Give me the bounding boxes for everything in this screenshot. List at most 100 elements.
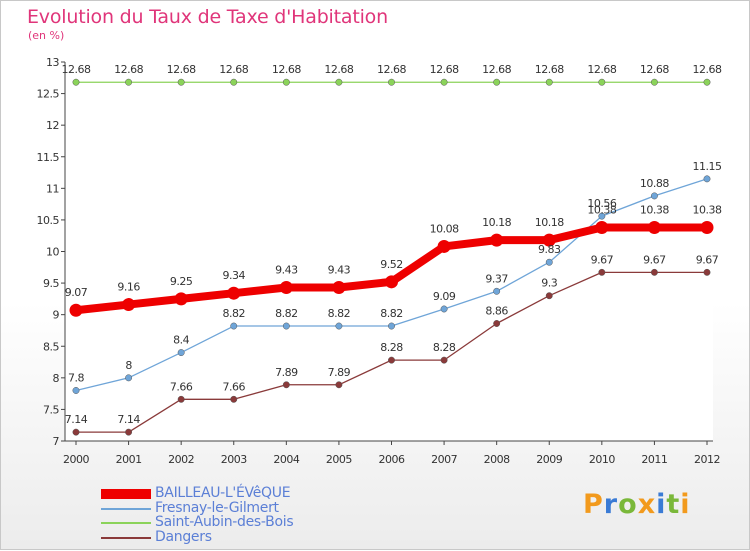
data-point: [388, 78, 395, 86]
y-tick-label: 8: [53, 372, 60, 385]
data-label: 7.8: [68, 371, 84, 384]
x-tick-label: 2004: [273, 453, 299, 466]
data-label: 9.16: [117, 281, 140, 294]
data-point: [335, 322, 343, 330]
data-label: 9.37: [485, 272, 508, 285]
plot-area: [65, 62, 713, 441]
x-tick-label: 2006: [379, 453, 405, 466]
data-label: 8.82: [275, 307, 298, 320]
data-point: [650, 192, 658, 200]
data-point: [703, 268, 711, 276]
legend-swatch: [101, 536, 151, 539]
data-point: [493, 78, 501, 86]
data-point: [440, 78, 448, 86]
data-label: 10.18: [535, 216, 564, 229]
data-point: [72, 428, 80, 436]
x-tick-label: 2012: [694, 453, 720, 466]
data-point: [282, 381, 290, 389]
data-point: [69, 303, 83, 317]
data-point: [595, 220, 609, 234]
logo-letter: r: [603, 489, 619, 520]
data-point: [174, 292, 188, 306]
y-tick-label: 12.5: [37, 88, 60, 101]
data-label: 8.82: [328, 307, 351, 320]
data-point: [440, 305, 448, 313]
data-label: 9.67: [591, 253, 614, 266]
x-tick-label: 2003: [221, 453, 247, 466]
y-tick-label: 9.5: [43, 277, 59, 290]
legend-label: Saint-Aubin-des-Bois: [155, 514, 294, 530]
y-tick-label: 11: [46, 182, 59, 195]
data-label: 10.38: [693, 203, 722, 216]
data-point: [125, 428, 133, 436]
x-tick-label: 2002: [168, 453, 194, 466]
legend-swatch: [101, 489, 151, 500]
data-label: 12.68: [324, 63, 353, 76]
data-label: 12.68: [167, 63, 196, 76]
data-label: 9.07: [65, 286, 88, 299]
data-label: 10.88: [640, 177, 669, 190]
x-tick-label: 2010: [589, 453, 615, 466]
data-point: [650, 78, 658, 86]
data-label: 12.68: [272, 63, 301, 76]
data-point: [125, 374, 133, 382]
data-point: [650, 268, 658, 276]
data-point: [72, 387, 80, 394]
data-point: [598, 268, 606, 276]
data-label: 9.43: [275, 264, 298, 277]
data-label: 7.14: [117, 413, 140, 426]
unit-label: (en %): [28, 29, 65, 42]
data-label: 7.66: [223, 380, 246, 393]
data-label: 9.67: [643, 253, 666, 266]
data-label: 12.68: [587, 63, 616, 76]
data-point: [177, 395, 185, 403]
data-label: 12.68: [62, 63, 91, 76]
data-point: [647, 220, 661, 234]
data-point: [700, 220, 714, 234]
data-point: [598, 78, 606, 86]
legend-swatch: [101, 522, 151, 525]
data-label: 7.89: [275, 366, 298, 379]
data-label: 12.68: [219, 63, 248, 76]
data-point: [230, 78, 238, 86]
data-label: 10.38: [640, 203, 669, 216]
x-tick-label: 2009: [536, 453, 562, 466]
y-tick-label: 7.5: [43, 403, 59, 416]
data-label: 12.68: [535, 63, 564, 76]
data-label: 9.43: [328, 264, 351, 277]
data-label: 8.28: [380, 341, 403, 354]
data-label: 9.09: [433, 290, 456, 303]
data-label: 12.68: [693, 63, 722, 76]
y-tick-label: 10: [46, 246, 59, 259]
data-point: [177, 349, 185, 357]
y-tick-label: 10.5: [37, 214, 60, 227]
data-point: [703, 78, 711, 86]
data-point: [282, 78, 290, 86]
data-point: [335, 381, 343, 389]
data-point: [545, 258, 553, 266]
data-point: [385, 275, 398, 289]
data-point: [703, 175, 711, 183]
logo-letter: i: [656, 489, 667, 520]
data-point: [335, 78, 343, 86]
y-tick-label: 9: [53, 309, 60, 322]
logo-letter: P: [583, 489, 604, 520]
data-label: 9.34: [223, 269, 246, 282]
data-point: [388, 356, 395, 364]
data-point: [542, 233, 556, 247]
data-label: 7.14: [65, 413, 88, 426]
data-point: [437, 239, 451, 253]
data-label: 12.68: [114, 63, 143, 76]
data-label: 8: [125, 359, 132, 372]
data-label: 8.82: [380, 307, 403, 320]
data-label: 10.18: [482, 216, 511, 229]
legend-label: Fresnay-le-Gilmert: [155, 499, 279, 516]
y-tick-label: 12: [46, 119, 59, 132]
data-point: [282, 322, 290, 330]
data-label: 9.3: [541, 277, 557, 290]
data-point: [545, 292, 553, 300]
x-tick-label: 2001: [116, 453, 142, 466]
logo-letter: t: [666, 489, 681, 520]
proxiti-logo: Proxiti: [583, 489, 691, 520]
y-tick-label: 7: [53, 435, 60, 448]
